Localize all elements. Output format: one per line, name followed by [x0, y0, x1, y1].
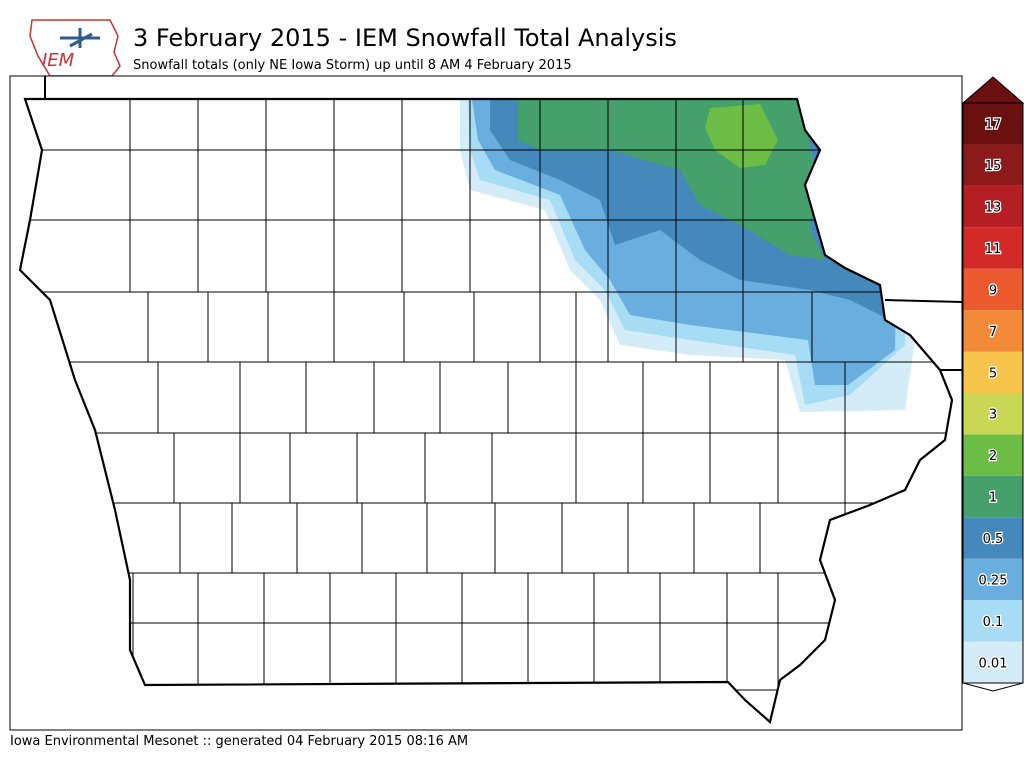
colorbar-frame [962, 102, 1024, 684]
colorbar-segment [963, 393, 1023, 435]
colorbar-segment [963, 103, 1023, 145]
colorbar-label: 15 [985, 159, 1002, 174]
colorbar-extend-top [961, 76, 1024, 104]
colorbar-label: 2 [989, 449, 997, 464]
colorbar-segment [963, 641, 1023, 683]
colorbar-label: 0.01 [979, 656, 1008, 671]
colorbar-label: 17 [985, 118, 1002, 133]
colorbar-label: 7 [989, 325, 997, 340]
colorbar-label: 13 [985, 201, 1002, 216]
logo-text: IEM [42, 50, 75, 71]
footer: Iowa Environmental Mesonet :: generated … [10, 734, 468, 749]
logo: IEM [29, 19, 121, 77]
colorbar-label: 9 [989, 283, 997, 298]
subtitle: Snowfall totals (only NE Iowa Storm) up … [133, 58, 572, 73]
colorbar-label: 5 [989, 366, 997, 381]
colorbar-segment [963, 517, 1023, 559]
colorbar-label: 1 [989, 491, 997, 506]
colorbar-label: 0.1 [983, 615, 1004, 630]
colorbar-segment [963, 144, 1023, 186]
county-lines [20, 99, 952, 691]
colorbar-label: 11 [985, 242, 1002, 257]
colorbar-segment [963, 227, 1023, 269]
colorbar-label: 0.25 [979, 573, 1008, 588]
colorbar: 0.01 0.1 0.25 0.5 1 2 3 5 7 9 11 13 15 17 [961, 76, 1024, 692]
colorbar-segment [963, 310, 1023, 352]
colorbar-label: 3 [989, 408, 997, 423]
colorbar-label: 0.5 [983, 532, 1004, 547]
colorbar-segment [963, 475, 1023, 518]
colorbar-segment [963, 185, 1023, 228]
snow-areas [460, 99, 915, 412]
colorbar-segment [963, 268, 1023, 311]
colorbar-segment [963, 558, 1023, 601]
colorbar-segment [963, 434, 1023, 476]
title: 3 February 2015 - IEM Snowfall Total Ana… [133, 24, 677, 52]
colorbar-extend-bottom [962, 682, 1024, 692]
colorbar-segment [963, 600, 1023, 642]
colorbar-segment [963, 351, 1023, 393]
